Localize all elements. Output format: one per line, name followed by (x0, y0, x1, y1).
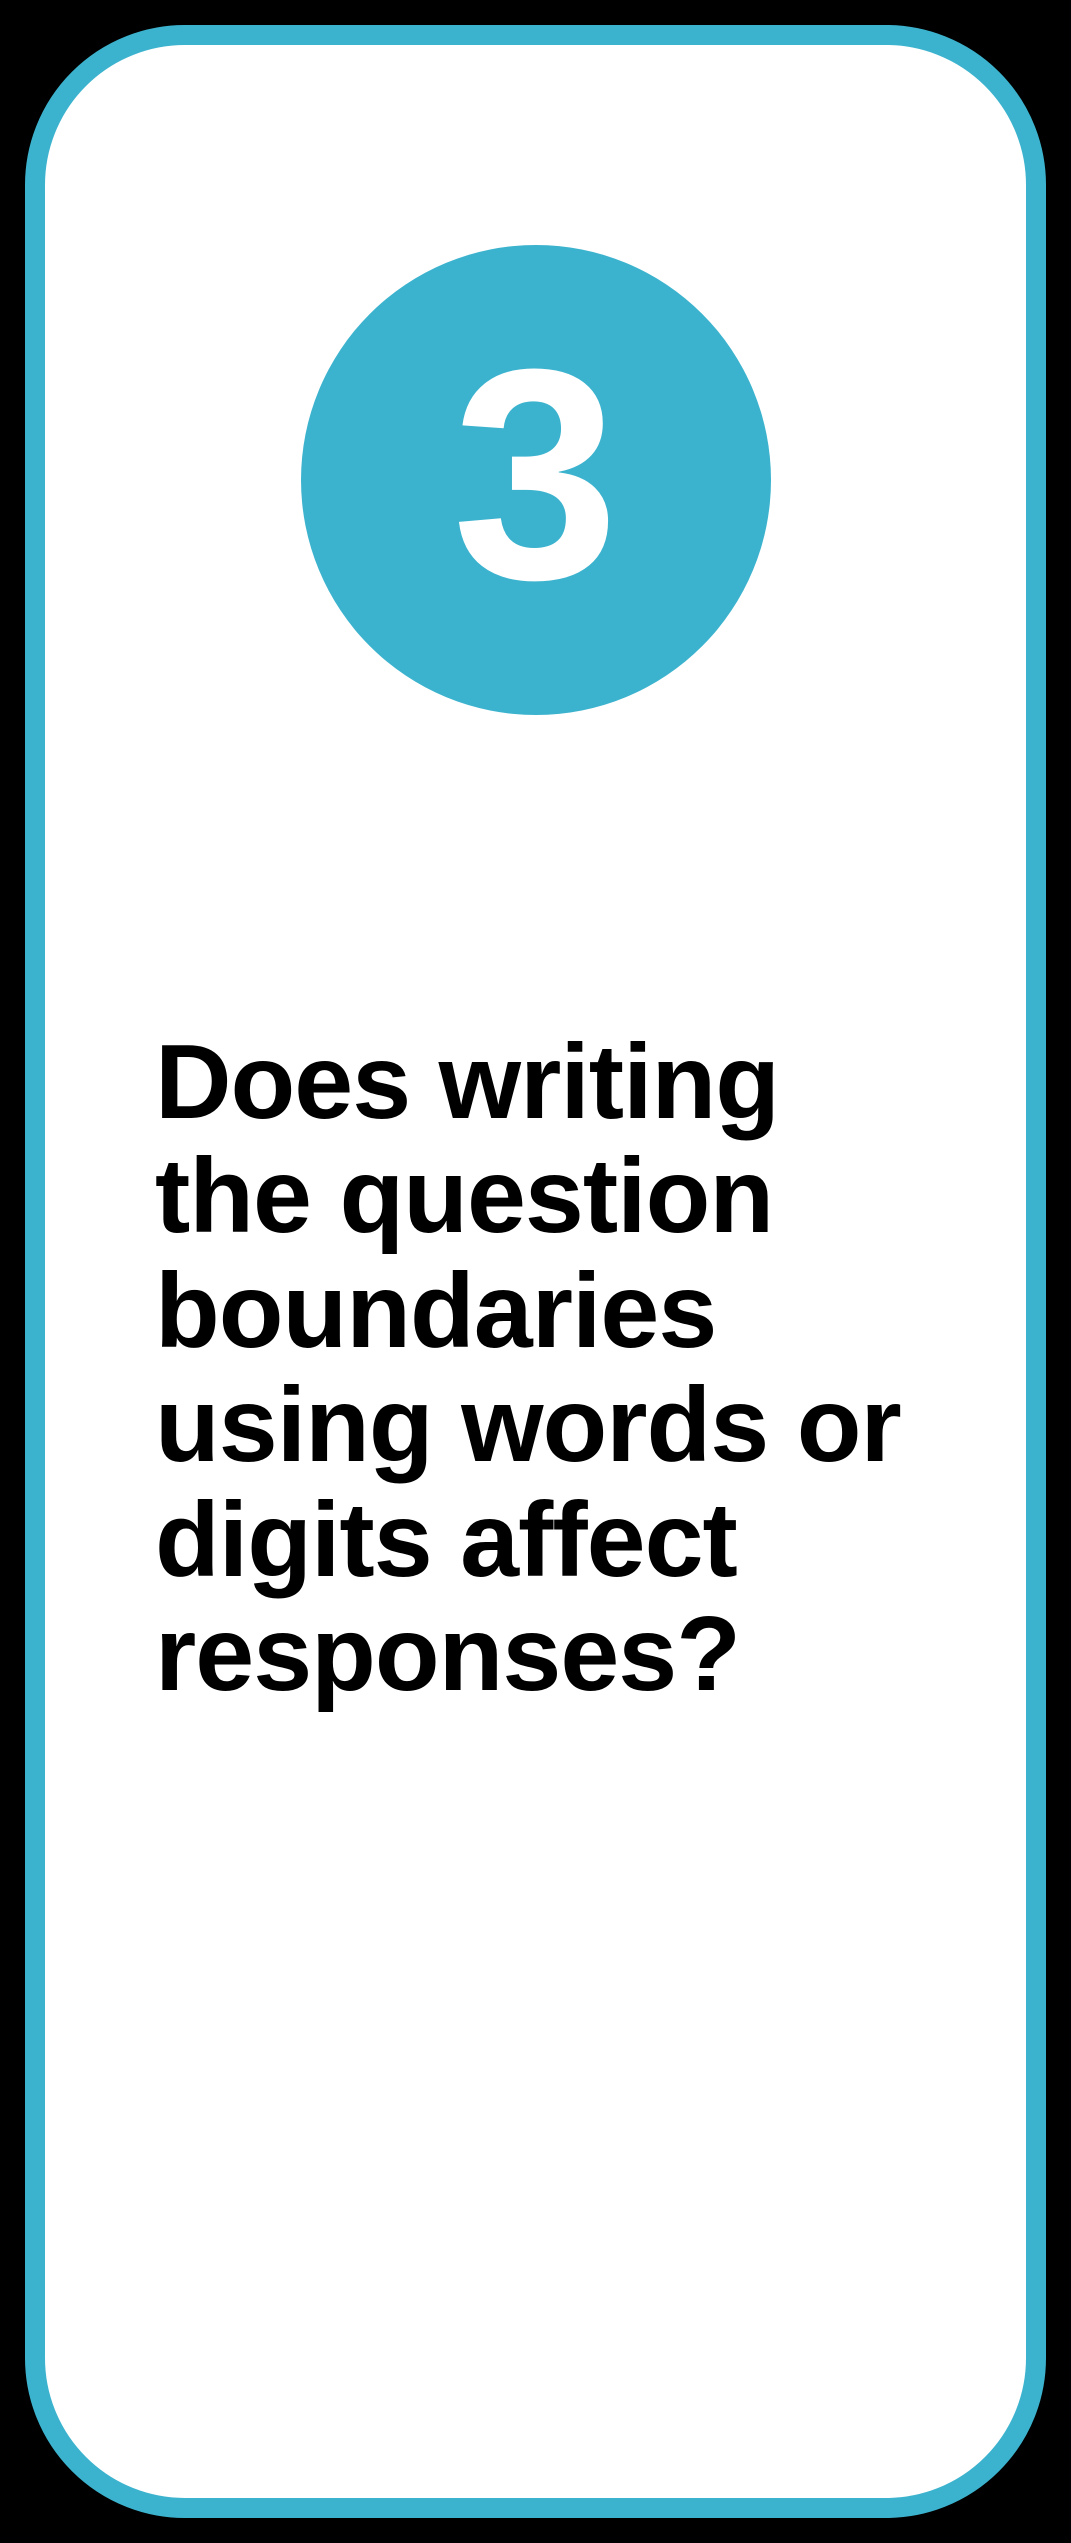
badge-container: 3 (155, 245, 916, 715)
badge-number-text: 3 (452, 324, 619, 624)
question-text: Does writing the question boundaries usi… (155, 1025, 916, 1712)
info-card: 3 Does writing the question boundaries u… (25, 25, 1046, 2518)
number-badge: 3 (301, 245, 771, 715)
